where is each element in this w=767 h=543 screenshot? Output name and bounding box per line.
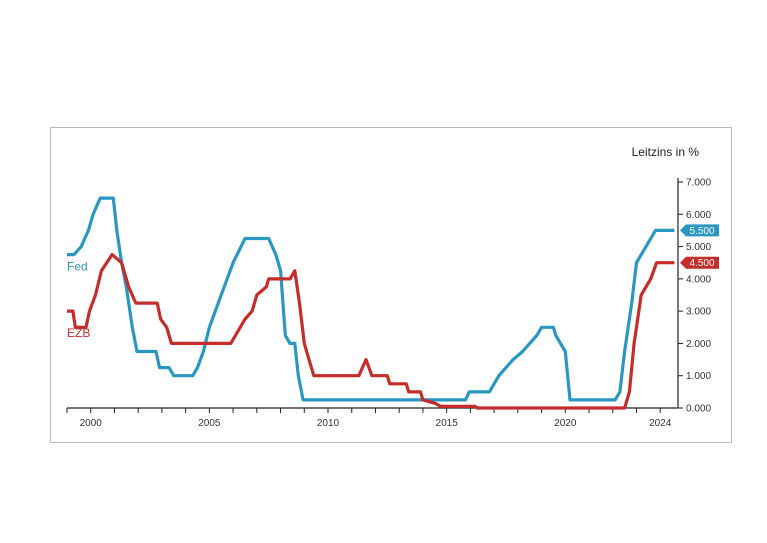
labels-layer: Fed 5.500 EZB 4.500 (67, 224, 719, 340)
x-tick-label: 2015 (436, 418, 459, 429)
y-tick-label: 0.000 (686, 404, 711, 415)
axes: 2000 2005 2010 2015 2020 2024 0.000 1.000 2.000 3… (66, 178, 711, 429)
x-tick-label: 2000 (80, 418, 103, 429)
series-label-fed: Fed (67, 260, 88, 274)
series-layer (67, 196, 675, 410)
x-tick-label: 2024 (649, 418, 672, 429)
y-axis-title: Leitzins in % (632, 145, 700, 159)
y-tick-label: 5.000 (686, 242, 711, 253)
end-value-fed: 5.500 (689, 226, 714, 237)
y-tick-label: 2.000 (686, 339, 711, 350)
x-tick-label: 2005 (198, 418, 221, 429)
end-value-ezb: 4.500 (689, 258, 714, 269)
chart-canvas: Leitzins in % 2000 2005 2010 2015 2020 2024 0.… (66, 145, 719, 429)
series-label-ezb: EZB (67, 326, 90, 340)
end-badge-fed (680, 224, 719, 237)
x-tick-label: 2020 (554, 418, 577, 429)
x-tick-label: 2010 (317, 418, 340, 429)
y-tick-label: 4.000 (686, 274, 711, 285)
y-tick-label: 7.000 (686, 178, 711, 189)
series-line-fed (67, 196, 675, 402)
y-tick-label: 3.000 (686, 307, 711, 318)
series-line-ezb (67, 253, 675, 410)
chart-frame: Leitzins in % 2000 2005 2010 2015 2020 2024 0.… (50, 127, 732, 443)
y-tick-label: 1.000 (686, 371, 711, 382)
end-badge-ezb (680, 256, 719, 269)
y-tick-label: 6.000 (686, 210, 711, 221)
